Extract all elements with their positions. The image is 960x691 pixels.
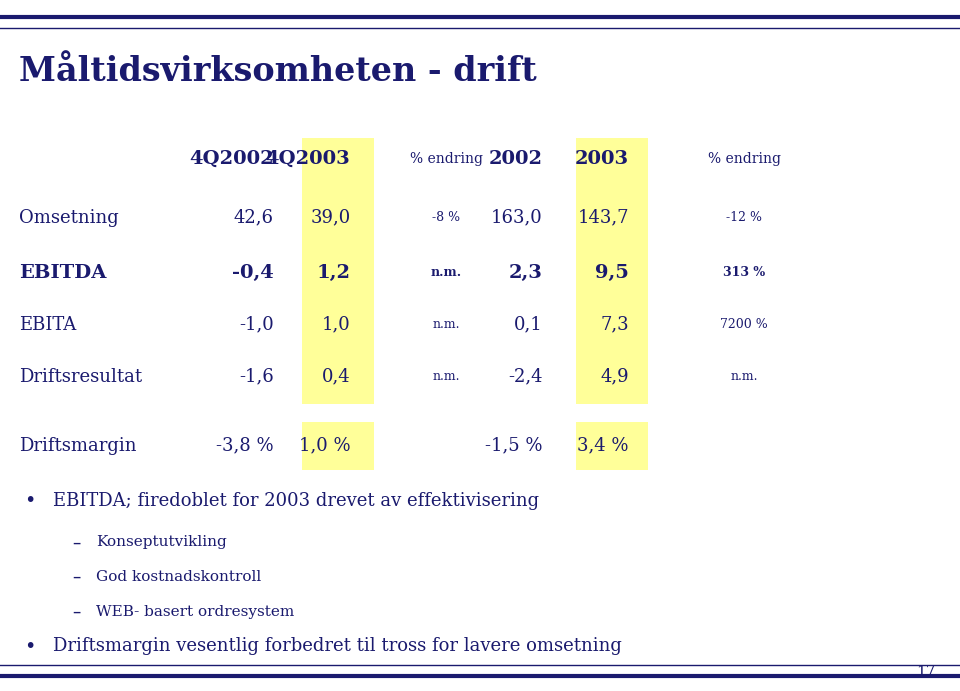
- Text: 7200 %: 7200 %: [720, 319, 768, 331]
- Text: 39,0: 39,0: [310, 209, 350, 227]
- Text: % endring: % endring: [708, 152, 780, 166]
- Text: 17: 17: [917, 665, 936, 679]
- Text: 1,0 %: 1,0 %: [299, 437, 350, 455]
- Text: 2002: 2002: [489, 150, 542, 168]
- Text: n.m.: n.m.: [433, 370, 460, 383]
- Text: -0,4: -0,4: [232, 264, 274, 282]
- Text: Omsetning: Omsetning: [19, 209, 119, 227]
- Text: 4Q2002: 4Q2002: [189, 150, 274, 168]
- Bar: [302, 422, 374, 470]
- Text: 1,2: 1,2: [317, 264, 350, 282]
- Text: Konseptutvikling: Konseptutvikling: [96, 536, 227, 549]
- Text: –: –: [72, 568, 81, 586]
- Text: % endring: % endring: [410, 152, 483, 166]
- Text: Måltidsvirksomheten - drift: Måltidsvirksomheten - drift: [19, 55, 537, 88]
- Text: 313 %: 313 %: [723, 267, 765, 279]
- Bar: [302, 138, 374, 404]
- Text: 7,3: 7,3: [600, 316, 629, 334]
- Text: 0,4: 0,4: [322, 368, 350, 386]
- Bar: [576, 138, 648, 404]
- Text: EBITDA; firedoblet for 2003 drevet av effektivisering: EBITDA; firedoblet for 2003 drevet av ef…: [53, 492, 539, 510]
- Text: 4Q2003: 4Q2003: [266, 150, 350, 168]
- Text: n.m.: n.m.: [731, 370, 757, 383]
- Text: -3,8 %: -3,8 %: [216, 437, 274, 455]
- Text: 2,3: 2,3: [509, 264, 542, 282]
- Text: God kostnadskontroll: God kostnadskontroll: [96, 570, 261, 584]
- Text: Driftsmargin: Driftsmargin: [19, 437, 136, 455]
- Text: 4,9: 4,9: [600, 368, 629, 386]
- Text: WEB- basert ordresystem: WEB- basert ordresystem: [96, 605, 295, 618]
- Text: -12 %: -12 %: [726, 211, 762, 224]
- Text: •: •: [24, 636, 36, 656]
- Text: -1,0: -1,0: [239, 316, 274, 334]
- Text: EBITA: EBITA: [19, 316, 77, 334]
- Text: 3,4 %: 3,4 %: [577, 437, 629, 455]
- Text: -2,4: -2,4: [508, 368, 542, 386]
- Text: 0,1: 0,1: [514, 316, 542, 334]
- Text: •: •: [24, 491, 36, 511]
- Text: Driftsmargin vesentlig forbedret til tross for lavere omsetning: Driftsmargin vesentlig forbedret til tro…: [53, 637, 622, 655]
- Text: n.m.: n.m.: [431, 267, 462, 279]
- Bar: [576, 422, 648, 470]
- Text: 9,5: 9,5: [595, 264, 629, 282]
- Text: 1,0: 1,0: [322, 316, 350, 334]
- Text: -1,5 %: -1,5 %: [485, 437, 542, 455]
- Text: Driftsresultat: Driftsresultat: [19, 368, 142, 386]
- Text: –: –: [72, 603, 81, 621]
- Text: 42,6: 42,6: [233, 209, 274, 227]
- Text: n.m.: n.m.: [433, 319, 460, 331]
- Text: 163,0: 163,0: [491, 209, 542, 227]
- Text: –: –: [72, 533, 81, 551]
- Text: -8 %: -8 %: [432, 211, 461, 224]
- Text: EBITDA: EBITDA: [19, 264, 107, 282]
- Text: 143,7: 143,7: [577, 209, 629, 227]
- Text: 2003: 2003: [575, 150, 629, 168]
- Text: -1,6: -1,6: [239, 368, 274, 386]
